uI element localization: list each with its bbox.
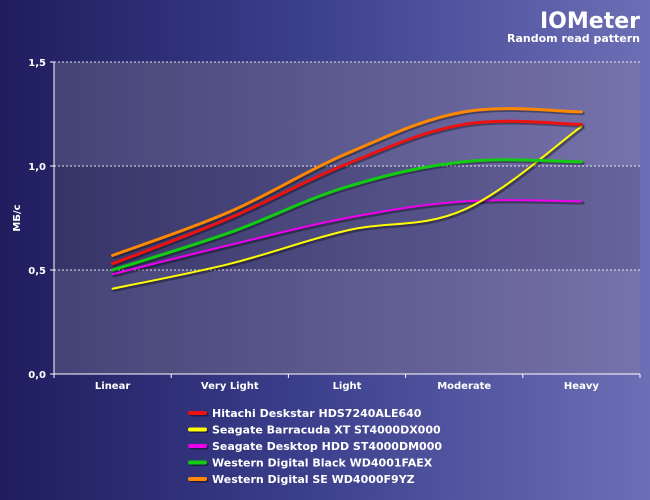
series-line <box>111 119 583 266</box>
series-line <box>111 199 583 276</box>
legend-label: Western Digital Black WD4001FAEX <box>212 457 433 470</box>
chart-subtitle: Random read pattern <box>507 32 640 45</box>
series-line <box>111 107 583 257</box>
x-tick-label: Linear <box>95 381 130 392</box>
legend-label: Hitachi Deskstar HDS7240ALE640 <box>212 407 422 420</box>
x-tick-label: Heavy <box>564 381 599 392</box>
x-tick-label: Very Light <box>201 381 259 392</box>
y-tick-label: 1,5 <box>28 58 46 69</box>
series-line <box>111 158 583 272</box>
series-line-shadow <box>112 121 585 268</box>
chart-title: IOMeter <box>540 9 640 34</box>
y-tick-label: 0,0 <box>28 370 46 381</box>
legend-label: Western Digital SE WD4000F9YZ <box>212 473 415 486</box>
series-line-shadow <box>112 108 585 259</box>
legend-label: Seagate Barracuda XT ST4000DX000 <box>212 424 441 437</box>
plot-band <box>54 62 640 166</box>
series-line <box>111 125 583 290</box>
plot-band <box>54 270 640 374</box>
y-tick-label: 1,0 <box>28 162 46 173</box>
y-axis-label: МБ/с <box>12 204 23 231</box>
y-tick-label: 0,5 <box>28 266 46 277</box>
series-line-shadow <box>112 126 585 292</box>
x-tick-label: Light <box>333 381 362 392</box>
x-tick-label: Moderate <box>437 381 491 392</box>
series-line-shadow <box>112 199 585 278</box>
legend-label: Seagate Desktop HDD ST4000DM000 <box>212 440 442 453</box>
